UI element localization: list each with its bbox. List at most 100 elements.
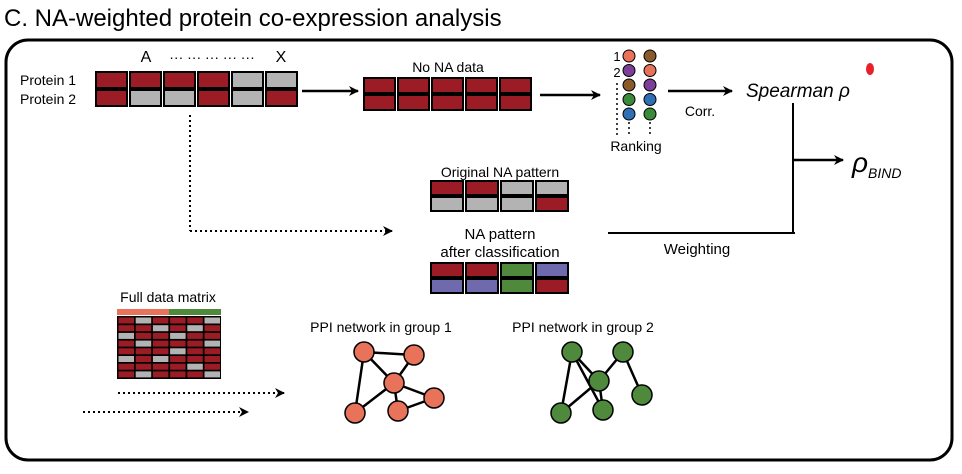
no-na-matrix-cell: [467, 79, 496, 92]
full-matrix-cell: [204, 332, 220, 339]
network-group1-node: [383, 372, 405, 394]
network-group2-node: [550, 402, 572, 424]
full-matrix-cell: [118, 371, 134, 378]
full-matrix-cell: [118, 340, 134, 347]
no-na-label: No NA data: [412, 59, 484, 75]
rho-subscript: BIND: [868, 165, 901, 181]
top-matrix-cell: [131, 73, 160, 87]
no-na-matrix-cell: [501, 96, 530, 109]
spearman-label: Spearman ρ: [746, 81, 850, 102]
full-matrix-cell: [152, 356, 169, 362]
no-na-matrix-cell: [433, 96, 462, 109]
network-group1-node: [403, 344, 425, 366]
full-matrix-cell: [187, 348, 203, 355]
original-na-label: Original NA pattern: [441, 164, 559, 180]
original-na-matrix-cell: [432, 182, 462, 194]
ranking-dot-col1: [622, 78, 636, 92]
full-matrix-cell: [152, 332, 169, 339]
network-group1-node: [423, 387, 445, 409]
no-na-matrix-cell: [433, 79, 462, 92]
full-matrix-cell: [187, 340, 203, 347]
no-na-matrix-cell: [467, 96, 496, 109]
top-matrix: [95, 71, 298, 107]
corr-label: Corr.: [685, 103, 715, 119]
classified-na-matrix-cell: [537, 264, 567, 276]
top-matrix-cell: [267, 73, 296, 87]
top-matrix-cell: [165, 73, 194, 87]
full-matrix-cell: [152, 325, 169, 332]
full-matrix-cell: [187, 325, 203, 332]
no-na-matrix-cell: [399, 96, 428, 109]
full-matrix-group2-bar: [169, 309, 221, 315]
top-matrix-cell: [233, 73, 262, 87]
network-group1-node: [353, 341, 375, 363]
no-na-matrix-cell: [365, 96, 394, 109]
weighting-label: Weighting: [664, 241, 730, 258]
full-matrix-cell: [204, 317, 220, 324]
original-na-matrix-cell: [537, 182, 567, 194]
ranking-dot-col2: [643, 78, 657, 92]
top-matrix-cell: [131, 91, 160, 105]
network-group1: [344, 341, 445, 424]
classified-na-matrix-cell: [467, 280, 497, 292]
top-matrix-cell: [165, 91, 194, 105]
row-label-protein-2: Protein 2: [20, 91, 76, 107]
original-na-matrix: [430, 180, 569, 212]
top-matrix-cell: [233, 91, 262, 105]
network-group2-edge: [570, 351, 605, 411]
full-matrix-cell: [170, 317, 186, 324]
full-matrix-cell: [204, 325, 220, 332]
full-matrix-cell: [118, 325, 134, 332]
classified-na-matrix-cell: [502, 280, 532, 292]
original-na-matrix-cell: [432, 198, 462, 210]
full-matrix-cell: [118, 332, 134, 339]
network-group1-node: [387, 400, 409, 422]
network-group2: [550, 341, 653, 424]
full-matrix-cell: [118, 356, 134, 362]
full-matrix-cell: [170, 371, 186, 378]
ranking-dot-col2: [643, 93, 657, 106]
network-group2-node: [612, 341, 634, 363]
network-group1-node: [344, 402, 366, 424]
full-matrix-cell: [204, 348, 220, 355]
network-group2-node: [631, 384, 653, 406]
ranking-label: Ranking: [610, 138, 661, 154]
full-matrix-cell: [204, 356, 220, 362]
top-matrix-cell: [267, 91, 296, 105]
full-matrix: [117, 316, 221, 379]
full-matrix-cell: [135, 325, 152, 332]
full-matrix-cell: [135, 363, 152, 370]
no-na-matrix: [363, 77, 532, 111]
top-matrix-cell: [97, 73, 126, 87]
rho-bind-output: ρBIND: [851, 147, 902, 181]
full-matrix-cell: [135, 317, 152, 324]
full-matrix-cell: [170, 363, 186, 370]
original-na-matrix-cell: [467, 198, 497, 210]
rho-symbol: ρ: [851, 147, 868, 178]
classified-na-matrix-cell: [432, 280, 462, 292]
full-matrix-cell: [135, 356, 152, 362]
full-matrix-cell: [187, 371, 203, 378]
classified-na-label-line1: NA pattern: [465, 226, 536, 243]
full-matrix-cell: [170, 356, 186, 362]
full-matrix-cell: [152, 371, 169, 378]
full-matrix-label: Full data matrix: [120, 289, 216, 305]
full-matrix-cell: [204, 371, 220, 378]
classified-na-matrix: [430, 262, 569, 294]
full-matrix-cell: [187, 317, 203, 324]
original-na-matrix-cell: [537, 198, 567, 210]
full-matrix-cell: [152, 340, 169, 347]
red-dot-annotation: [866, 63, 874, 75]
classified-na-matrix-cell: [502, 264, 532, 276]
full-matrix-cell: [118, 363, 134, 370]
full-matrix-group1-bar: [117, 309, 169, 315]
row-label-protein-1: Protein 1: [20, 72, 76, 88]
full-matrix-cell: [118, 317, 134, 324]
ranking-dot-col2: [643, 64, 657, 77]
original-na-matrix-cell: [502, 182, 532, 194]
column-end-label: X: [276, 49, 287, 66]
classified-na-matrix-cell: [432, 264, 462, 276]
ranking-dot-col2: [643, 107, 657, 121]
top-matrix-cell: [199, 91, 228, 105]
full-matrix-frame: [117, 316, 221, 379]
